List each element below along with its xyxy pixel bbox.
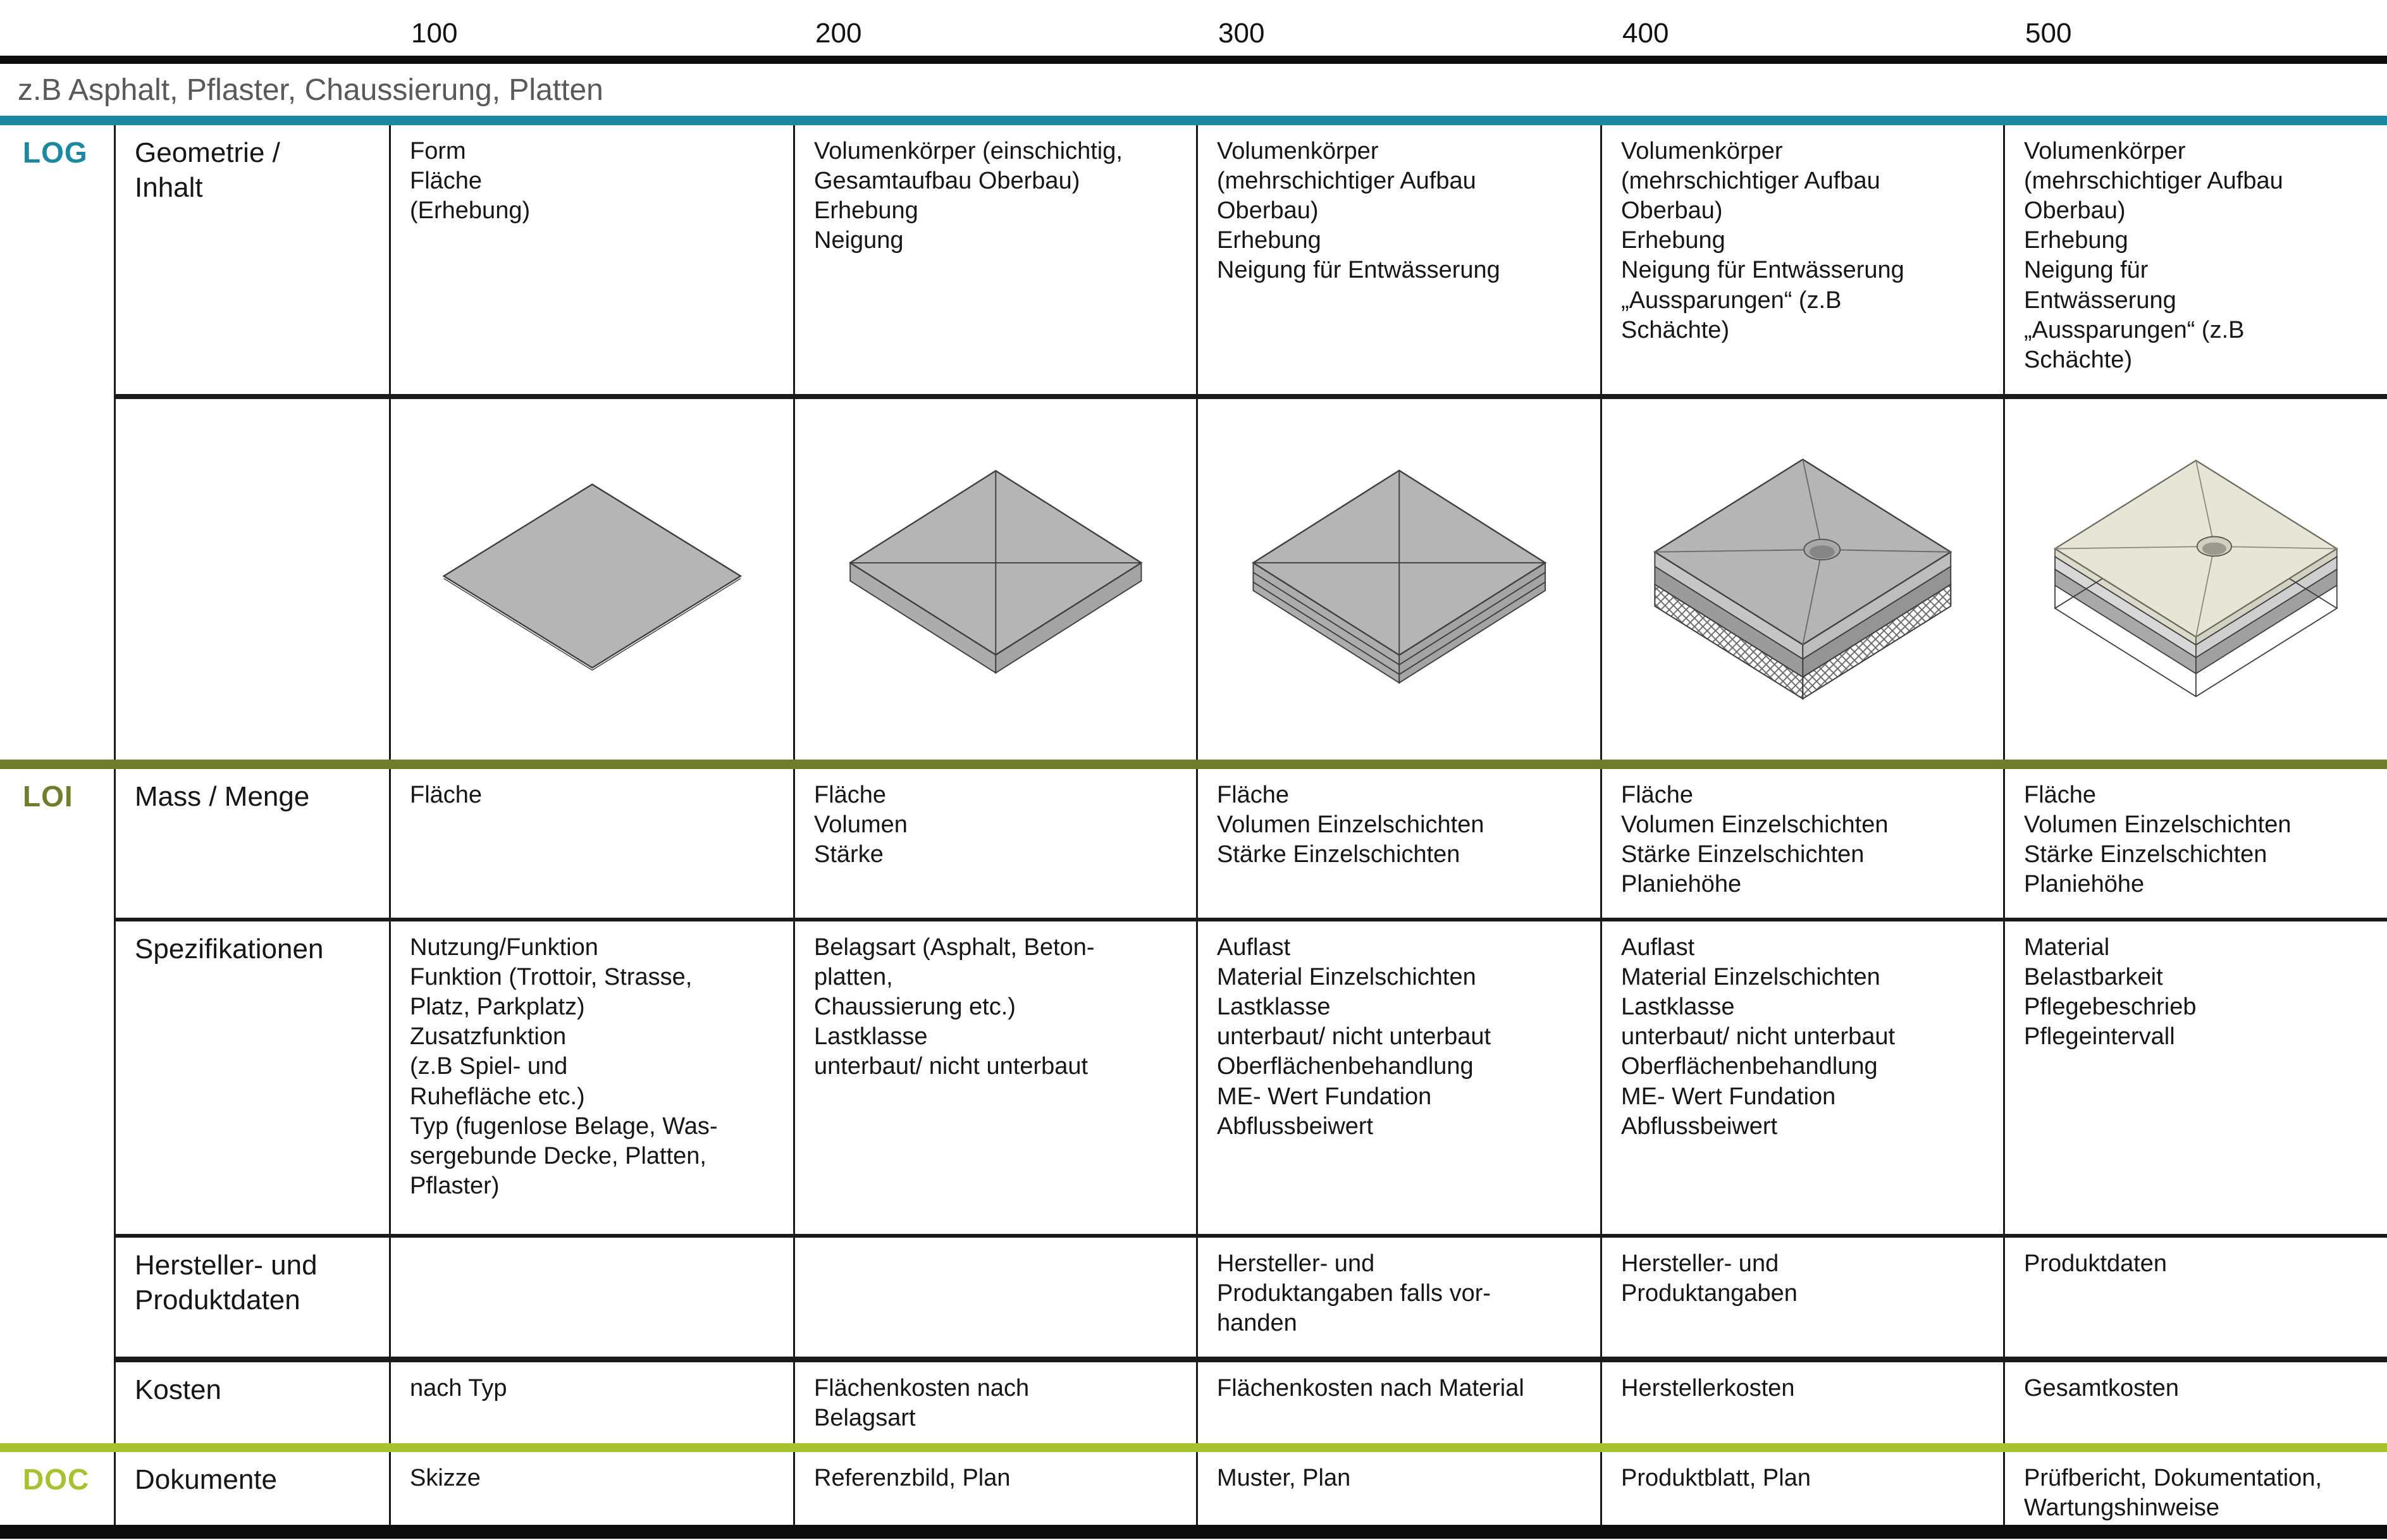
- lod-200-diagram: [848, 470, 1143, 675]
- lod-400-diagram: [1653, 459, 1952, 700]
- mass-menge-category-label: Mass / Menge: [116, 769, 391, 918]
- spez-cell-200: Belagsart (Asphalt, Beton- platten, Chau…: [795, 921, 1198, 1234]
- log-cell-500: Volumenkörper (mehrschichtiger Aufbau Ob…: [2024, 138, 2283, 373]
- mass-cell-500: Fläche Volumen Einzelschichten Stärke Ei…: [2024, 782, 2291, 898]
- lod-300-diagram: [1251, 469, 1547, 684]
- column-header-500: 500: [2025, 18, 2072, 49]
- doc-gutter: DOC: [0, 1452, 116, 1525]
- log-cell-100: Form Fläche (Erhebung): [391, 125, 795, 394]
- herst-cell-400: Hersteller- und Produktangaben: [1602, 1238, 2005, 1357]
- loi-section-label: LOI: [23, 780, 73, 813]
- mass-cell-300: Fläche Volumen Einzelschichten Stärke Ei…: [1198, 769, 1602, 918]
- row-divider: [116, 918, 2387, 921]
- herst-cell-500: Produktdaten: [2024, 1250, 2168, 1277]
- spez-cell-500: Material Belastbarkeit Pflegebeschrieb P…: [2024, 934, 2197, 1050]
- hersteller-category-label: Hersteller- und Produktdaten: [116, 1238, 391, 1357]
- mass-menge-row: Mass / Menge Fläche Fläche Volumen Stärk…: [116, 769, 2387, 918]
- log-diagram-row: [116, 399, 2387, 760]
- spez-cell-400: Auflast Material Einzelschichten Lastkla…: [1602, 921, 2005, 1234]
- herst-cell-300: Hersteller- und Produktangaben falls vor…: [1198, 1238, 1602, 1357]
- spez-cell-100: Nutzung/Funktion Funktion (Trottoir, Str…: [391, 921, 795, 1234]
- top-rule: [0, 56, 2387, 64]
- dokumente-category-label: Dokumente: [116, 1452, 391, 1525]
- herst-cell-200: [795, 1238, 1198, 1357]
- kosten-cell-400: Herstellerkosten: [1602, 1362, 2005, 1443]
- loi-gutter: LOI: [0, 769, 116, 1443]
- log-gutter: LOG: [0, 125, 116, 760]
- row-divider: [116, 1234, 2387, 1238]
- log-cell-400: Volumenkörper (mehrschichtiger Aufbau Ob…: [1602, 125, 2005, 394]
- doc-cell-100: Skizze: [391, 1452, 795, 1525]
- diagram-cell-200: [795, 399, 1198, 760]
- loi-section: LOI Mass / Menge Fläche Fläche Volumen S…: [0, 769, 2387, 1443]
- kosten-cell-500: Gesamtkosten: [2024, 1375, 2179, 1401]
- column-header-300: 300: [1218, 18, 1265, 49]
- log-geometry-row: Geometrie / Inhalt Form Fläche (Erhebung…: [116, 125, 2387, 394]
- log-section: LOG Geometrie / Inhalt Form Fläche (Erhe…: [0, 125, 2387, 760]
- log-category-label: Geometrie / Inhalt: [116, 125, 391, 394]
- diagram-cell-500: [2005, 399, 2387, 760]
- diagram-cell-400: [1602, 399, 2005, 760]
- loi-section-rule: [0, 760, 2387, 769]
- log-section-label: LOG: [23, 136, 88, 169]
- hersteller-produktdaten-row: Hersteller- und Produktdaten Hersteller-…: [116, 1238, 2387, 1357]
- lod-100-diagram: [442, 483, 742, 671]
- column-header-100: 100: [411, 18, 458, 49]
- doc-cell-400: Produktblatt, Plan: [1602, 1452, 2005, 1525]
- mass-cell-100: Fläche: [391, 769, 795, 918]
- element-type-subtitle: z.B Asphalt, Pflaster, Chaussierung, Pla…: [18, 73, 603, 107]
- log-cell-300: Volumenkörper (mehrschichtiger Aufbau Ob…: [1198, 125, 1602, 394]
- column-header-400: 400: [1622, 18, 1669, 49]
- mass-cell-400: Fläche Volumen Einzelschichten Stärke Ei…: [1602, 769, 2005, 918]
- diagram-cell-300: [1198, 399, 1602, 760]
- doc-section: DOC Dokumente Skizze Referenzbild, Plan …: [0, 1452, 2387, 1525]
- spezifikationen-row: Spezifikationen Nutzung/Funktion Funktio…: [116, 921, 2387, 1234]
- kosten-category-label: Kosten: [116, 1362, 391, 1443]
- diagram-cell-100: [391, 399, 795, 760]
- herst-cell-100: [391, 1238, 795, 1357]
- doc-section-rule: [0, 1443, 2387, 1452]
- bottom-rule: [0, 1525, 2387, 1539]
- column-header-200: 200: [815, 18, 862, 49]
- subtitle-row: z.B Asphalt, Pflaster, Chaussierung, Pla…: [0, 64, 2387, 116]
- doc-cell-500: Prüfbericht, Dokumentation, Wartungshinw…: [2024, 1465, 2322, 1522]
- diagram-category-spacer: [116, 399, 391, 760]
- log-row-divider: [116, 394, 2387, 399]
- kosten-row: Kosten nach Typ Flächenkosten nach Belag…: [116, 1362, 2387, 1443]
- dokumente-row: Dokumente Skizze Referenzbild, Plan Must…: [116, 1452, 2387, 1525]
- log-cell-200: Volumenkörper (einschichtig, Gesamtaufba…: [795, 125, 1198, 394]
- kosten-cell-100: nach Typ: [391, 1362, 795, 1443]
- doc-cell-200: Referenzbild, Plan: [795, 1452, 1198, 1525]
- mass-cell-200: Fläche Volumen Stärke: [795, 769, 1198, 918]
- doc-section-label: DOC: [23, 1463, 90, 1496]
- spez-cell-300: Auflast Material Einzelschichten Lastkla…: [1198, 921, 1602, 1234]
- spezifikationen-category-label: Spezifikationen: [116, 921, 391, 1234]
- doc-cell-300: Muster, Plan: [1198, 1452, 1602, 1525]
- row-divider: [116, 1357, 2387, 1362]
- kosten-cell-300: Flächenkosten nach Material: [1198, 1362, 1602, 1443]
- kosten-cell-200: Flächenkosten nach Belagsart: [795, 1362, 1198, 1443]
- column-header-row: 100 200 300 400 500: [0, 0, 2387, 56]
- lod-500-diagram: [2053, 460, 2338, 698]
- log-section-rule: [0, 116, 2387, 125]
